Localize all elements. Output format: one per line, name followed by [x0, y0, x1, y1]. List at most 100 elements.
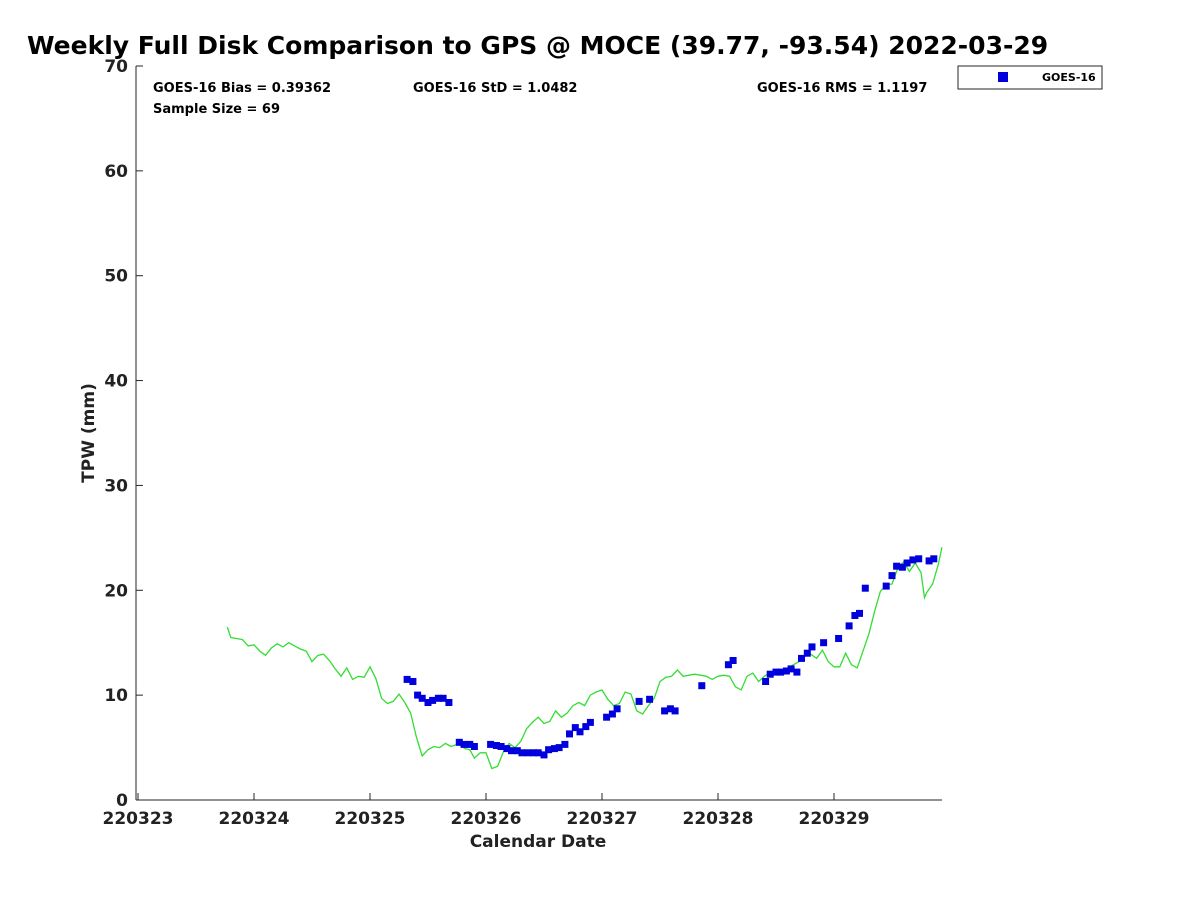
goes16-point: [424, 699, 432, 706]
goes16-point: [803, 649, 811, 657]
y-tick-label: 30: [104, 476, 128, 496]
goes16-point: [646, 695, 654, 703]
goes16-point: [661, 707, 669, 715]
goes16-point: [561, 740, 569, 748]
goes16-point: [845, 622, 853, 630]
goes16-point: [429, 696, 437, 704]
x-tick-label: 220327: [567, 809, 638, 829]
goes16-point: [793, 668, 801, 676]
goes16-point: [576, 728, 584, 736]
goes16-point: [497, 743, 505, 750]
goes16-point: [909, 556, 917, 564]
x-tick-label: 220324: [219, 809, 290, 829]
goes16-point: [550, 745, 558, 753]
goes16-point: [820, 639, 828, 647]
goes16-point: [503, 745, 511, 753]
goes16-point: [545, 746, 553, 754]
x-tick-label: 220325: [335, 809, 406, 829]
chart-title: Weekly Full Disk Comparison to GPS @ MOC…: [27, 31, 1048, 60]
y-axis-label: TPW (mm): [79, 383, 99, 483]
x-tick-label: 220329: [799, 809, 870, 829]
goes16-point: [582, 723, 590, 731]
x-tick-label: 220323: [103, 809, 174, 829]
goes16-point: [403, 675, 411, 683]
goes16-point: [635, 697, 643, 705]
goes16-point: [856, 609, 863, 617]
goes16-point: [724, 661, 732, 669]
goes16-point: [798, 654, 805, 662]
goes16-point: [898, 563, 906, 571]
goes16-point: [861, 584, 869, 592]
goes16-point: [586, 718, 594, 726]
goes16-point: [571, 724, 579, 732]
goes16-point: [513, 747, 521, 755]
legend: GOES-16: [957, 65, 1103, 90]
goes16-point: [777, 668, 785, 676]
y-tick-label: 0: [116, 791, 128, 811]
goes16-point: [466, 740, 474, 748]
goes16-point: [930, 555, 938, 563]
goes16-point: [418, 694, 426, 702]
goes16-point: [508, 747, 515, 755]
goes16-point: [808, 643, 816, 651]
legend-marker-goes16: [998, 72, 1008, 82]
x-tick-label: 220328: [683, 809, 754, 829]
goes16-point: [439, 694, 447, 702]
y-tick-label: 10: [104, 686, 128, 706]
y-tick-label: 70: [104, 57, 128, 77]
x-axis-label: Calendar Date: [470, 832, 607, 852]
gps-line: [226, 547, 943, 770]
goes16-point: [555, 744, 563, 752]
y-tick-label: 50: [104, 267, 128, 287]
goes16-point: [851, 612, 859, 619]
plot-area: [136, 66, 942, 800]
goes16-point: [492, 742, 500, 749]
goes16-point: [766, 670, 774, 678]
goes16-point: [893, 562, 901, 570]
goes16-point: [534, 749, 542, 757]
goes16-point: [460, 740, 468, 748]
goes16-point: [414, 691, 422, 699]
goes16-point: [487, 740, 495, 748]
goes16-point: [903, 559, 911, 567]
goes16-point: [925, 557, 933, 565]
gps-series: [226, 547, 943, 770]
std-stat: GOES-16 StD = 1.0482: [413, 81, 577, 96]
goes16-point: [888, 572, 896, 580]
y-tick-label: 60: [104, 162, 128, 182]
y-axis-ticks: 0 10 20 30 40 50 60 70: [104, 57, 143, 811]
goes16-point: [608, 710, 616, 718]
goes16-point: [787, 665, 795, 673]
goes16-point: [782, 667, 790, 675]
bias-stat: GOES-16 Bias = 0.39362: [153, 81, 331, 96]
goes16-point: [445, 699, 453, 706]
goes16-point: [762, 678, 770, 685]
goes16-series: [403, 555, 938, 759]
goes16-point: [603, 713, 611, 721]
goes16-point: [772, 668, 780, 676]
goes16-point: [915, 555, 923, 563]
x-tick-label: 220326: [451, 809, 522, 829]
goes16-point: [530, 749, 538, 757]
goes16-point: [470, 743, 478, 750]
rms-stat: GOES-16 RMS = 1.1197: [757, 81, 927, 96]
goes16-point: [666, 705, 674, 713]
sample-size-stat: Sample Size = 69: [153, 102, 280, 117]
goes16-point: [835, 635, 843, 642]
y-tick-label: 40: [104, 372, 128, 392]
legend-label-goes16: GOES-16: [1042, 71, 1096, 84]
goes16-point: [455, 738, 463, 746]
x-axis-ticks: 220323 220324 220325 220326 220327 220328 2203…: [103, 793, 870, 829]
goes16-point: [518, 749, 526, 757]
goes16-point: [409, 678, 417, 685]
goes16-point: [566, 730, 573, 738]
goes16-point: [613, 705, 621, 713]
goes16-point: [524, 749, 532, 757]
goes16-point: [882, 582, 890, 590]
goes16-point: [434, 694, 442, 702]
y-tick-label: 20: [104, 581, 128, 601]
goes16-point: [698, 682, 706, 690]
legend-box: [957, 65, 1103, 90]
goes16-point: [729, 657, 737, 664]
